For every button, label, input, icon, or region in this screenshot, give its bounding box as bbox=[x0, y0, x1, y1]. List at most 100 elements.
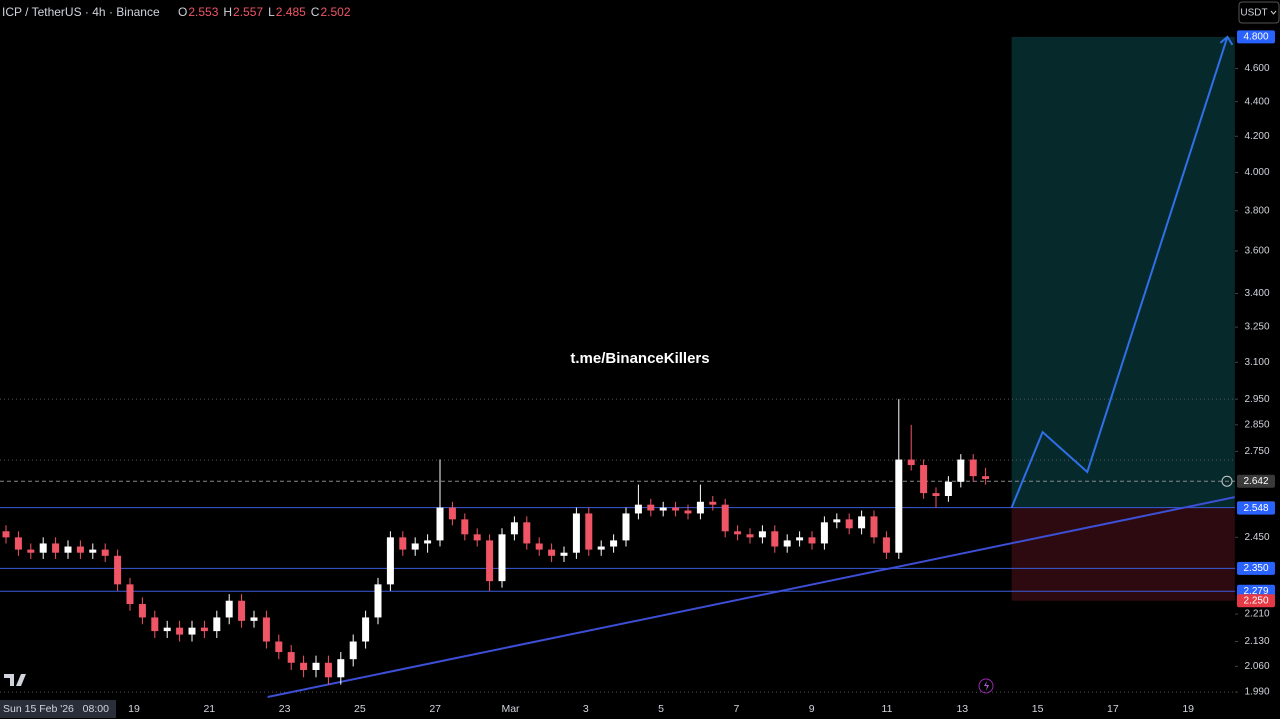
candle-body bbox=[14, 537, 22, 550]
price-tag-label: 4.800 bbox=[1243, 32, 1268, 43]
candle-body bbox=[461, 519, 469, 535]
candle-body bbox=[89, 549, 97, 553]
price-tag bbox=[1237, 594, 1275, 608]
currency-button[interactable] bbox=[1238, 1, 1280, 24]
candle-body bbox=[659, 507, 667, 511]
dropdown-icon bbox=[1270, 10, 1277, 15]
x-tick-label: 13 bbox=[956, 703, 968, 715]
event-bolt bbox=[984, 681, 989, 691]
candle-body bbox=[436, 507, 444, 541]
x-tick-label: Sun 15 Feb '26 08:00 bbox=[3, 703, 109, 715]
candle-body bbox=[27, 549, 35, 553]
price-tag bbox=[1237, 561, 1275, 575]
currency-label[interactable]: USDT bbox=[1240, 8, 1267, 19]
ohlc-value: 2.485 bbox=[276, 5, 306, 19]
tv-logo bbox=[4, 674, 26, 686]
candle-body bbox=[647, 504, 655, 511]
x-label-bg bbox=[0, 700, 116, 718]
event-icon[interactable] bbox=[978, 678, 994, 694]
candle-body bbox=[498, 534, 506, 582]
candle-body bbox=[200, 627, 208, 632]
candle-body bbox=[672, 507, 680, 511]
candle-body bbox=[523, 522, 531, 544]
target-zone bbox=[1011, 36, 1235, 508]
candle-body bbox=[957, 459, 965, 482]
y-tick-label: 3.250 bbox=[1244, 322, 1269, 333]
candle-body bbox=[473, 534, 481, 541]
candle-body bbox=[101, 549, 109, 556]
candle-body bbox=[845, 519, 853, 529]
candle-body bbox=[349, 641, 357, 660]
crosshair-icon bbox=[1221, 475, 1233, 487]
price-tag-label: 2.279 bbox=[1243, 586, 1268, 597]
candle-body bbox=[944, 481, 952, 497]
ohlc-label: O bbox=[178, 5, 187, 19]
candle-body bbox=[176, 627, 184, 635]
y-tick-label: 3.600 bbox=[1244, 246, 1269, 257]
candle-body bbox=[114, 555, 122, 585]
candle-body bbox=[399, 537, 407, 550]
candle-body bbox=[324, 662, 332, 678]
projection-arrow bbox=[1219, 35, 1234, 46]
candle-body bbox=[820, 522, 828, 544]
candle-body bbox=[448, 507, 456, 520]
x-tick-label: 5 bbox=[658, 703, 664, 715]
y-tick-label: 3.800 bbox=[1244, 205, 1269, 216]
price-tag-label: 2.548 bbox=[1243, 503, 1268, 514]
ohlc-value: 2.557 bbox=[233, 5, 263, 19]
price-tag-label: 2.350 bbox=[1243, 563, 1268, 574]
trendline bbox=[267, 496, 1236, 698]
y-tick-label: 4.400 bbox=[1244, 96, 1269, 107]
candle-body bbox=[300, 662, 308, 671]
ohlc-label: H bbox=[223, 5, 232, 19]
candle-body bbox=[287, 652, 295, 663]
ohlc-label: L bbox=[268, 5, 275, 19]
y-tick-label: 2.850 bbox=[1244, 419, 1269, 430]
candle-body bbox=[424, 540, 432, 544]
y-tick-label: 2.750 bbox=[1244, 446, 1269, 457]
candle-body bbox=[572, 513, 580, 553]
x-tick-label: 19 bbox=[128, 703, 140, 715]
candle-body bbox=[250, 617, 258, 621]
candle-body bbox=[510, 522, 518, 535]
x-tick-label: 27 bbox=[429, 703, 441, 715]
price-tag bbox=[1237, 30, 1275, 44]
y-tick-label: 2.130 bbox=[1244, 636, 1269, 647]
ohlc-value: 2.502 bbox=[320, 5, 350, 19]
candle-body bbox=[634, 504, 642, 514]
candle-body bbox=[262, 617, 270, 642]
price-tag bbox=[1237, 474, 1275, 488]
candle-body bbox=[151, 617, 159, 632]
y-tick-label: 4.200 bbox=[1244, 131, 1269, 142]
y-tick-label: 1.990 bbox=[1244, 687, 1269, 698]
x-tick-label: 9 bbox=[809, 703, 815, 715]
candle-body bbox=[386, 537, 394, 585]
candle-body bbox=[969, 459, 977, 477]
candle-body bbox=[213, 617, 221, 632]
candle-body bbox=[188, 627, 196, 635]
candle-body bbox=[895, 459, 903, 553]
candle-body bbox=[337, 659, 345, 678]
candle-body bbox=[758, 531, 766, 538]
candle-body bbox=[771, 531, 779, 547]
candle-body bbox=[238, 600, 246, 621]
candle-body bbox=[734, 531, 742, 535]
candle-body bbox=[312, 662, 320, 671]
x-tick-label: 25 bbox=[354, 703, 366, 715]
y-tick-label: 2.060 bbox=[1244, 661, 1269, 672]
candle-body bbox=[374, 584, 382, 618]
price-tag-label: 2.250 bbox=[1243, 595, 1268, 606]
plot-area bbox=[0, 35, 1236, 698]
candle-body bbox=[746, 534, 754, 538]
y-tick-label: 3.400 bbox=[1244, 288, 1269, 299]
x-tick-label: 19 bbox=[1182, 703, 1194, 715]
candle-body bbox=[684, 510, 692, 514]
candle-body bbox=[275, 641, 283, 653]
candle-body bbox=[225, 600, 233, 618]
candle-body bbox=[932, 493, 940, 497]
candle-body bbox=[808, 537, 816, 544]
y-tick-label: 3.100 bbox=[1244, 357, 1269, 368]
projection-path bbox=[1010, 36, 1229, 508]
x-tick-label: 15 bbox=[1032, 703, 1044, 715]
candle-body bbox=[783, 540, 791, 547]
